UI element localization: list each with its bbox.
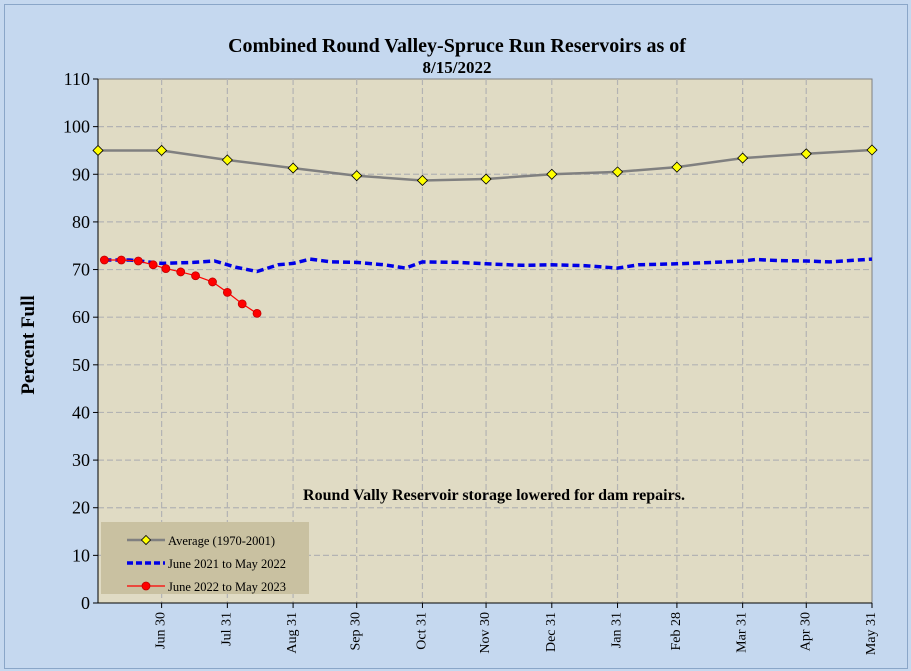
x-tick-label: Aug 31 bbox=[285, 612, 300, 654]
x-tick-label: Feb 28 bbox=[669, 612, 684, 651]
data-point-marker bbox=[161, 264, 171, 273]
chart-frame: Combined Round Valley-Spruce Run Reservo… bbox=[4, 4, 908, 669]
legend-entry-1: Average (1970-2001) bbox=[127, 534, 275, 548]
x-tick-label: Jun 30 bbox=[154, 612, 169, 649]
x-tick-label: Oct 31 bbox=[414, 612, 429, 650]
legend-box bbox=[101, 522, 309, 594]
series-1 bbox=[92, 144, 878, 187]
x-tick-label: May 31 bbox=[864, 612, 879, 655]
grid bbox=[98, 79, 872, 603]
y-tick-label: 20 bbox=[72, 498, 90, 518]
y-axis-label: Percent Full bbox=[18, 295, 39, 394]
series-3 bbox=[99, 255, 262, 318]
y-tick-label: 80 bbox=[72, 212, 90, 232]
y-tick-label: 100 bbox=[63, 117, 90, 137]
data-point-marker bbox=[351, 170, 363, 182]
legend-label: June 2021 to May 2022 bbox=[168, 557, 286, 571]
chart-title: Combined Round Valley-Spruce Run Reservo… bbox=[228, 35, 686, 57]
data-point-marker bbox=[92, 144, 104, 157]
legend-label: Average (1970-2001) bbox=[168, 534, 275, 548]
data-point-marker bbox=[416, 174, 429, 187]
data-point-marker bbox=[237, 299, 247, 309]
data-point-marker bbox=[116, 255, 126, 265]
chart-subtitle: 8/15/2022 bbox=[423, 58, 492, 77]
series-group bbox=[92, 144, 878, 318]
y-tick-label: 40 bbox=[72, 402, 90, 422]
data-point-marker bbox=[737, 152, 749, 164]
y-tick-label: 50 bbox=[72, 355, 90, 375]
y-tick-label: 30 bbox=[72, 450, 90, 470]
data-point-marker bbox=[611, 166, 624, 178]
data-point-marker bbox=[800, 148, 812, 160]
data-point-marker bbox=[546, 168, 558, 180]
data-point-marker bbox=[866, 144, 878, 156]
legend-marker bbox=[140, 534, 152, 546]
legend-entry-3: June 2022 to May 2023 bbox=[127, 580, 286, 594]
annotation-text: Round Vally Reservoir storage lowered fo… bbox=[303, 487, 685, 504]
data-point-marker bbox=[287, 162, 299, 174]
legend-marker bbox=[141, 581, 151, 591]
line-chart: Combined Round Valley-Spruce Run Reservo… bbox=[18, 35, 879, 655]
y-tick-label: 110 bbox=[64, 69, 90, 89]
data-point-marker bbox=[191, 271, 200, 281]
y-tick-label: 0 bbox=[81, 593, 90, 613]
data-point-marker bbox=[222, 288, 232, 297]
data-point-marker bbox=[671, 161, 683, 173]
data-point-marker bbox=[133, 256, 143, 266]
y-tick-label: 70 bbox=[72, 260, 90, 280]
y-tick-label: 90 bbox=[72, 164, 90, 184]
data-point-marker bbox=[480, 173, 492, 185]
x-tick-label: Sep 30 bbox=[349, 612, 364, 651]
data-point-marker bbox=[148, 260, 158, 270]
data-point-marker bbox=[99, 255, 109, 265]
data-point-marker bbox=[208, 277, 217, 287]
y-tick-label: 60 bbox=[72, 307, 90, 327]
x-tick-label: Mar 31 bbox=[735, 612, 750, 653]
axes: 0 10 20 30 40 50 60 70 80 90 100 110 Jun 30 Jul 31 Aug… bbox=[63, 69, 879, 655]
data-point-marker bbox=[252, 308, 262, 318]
data-point-marker bbox=[221, 154, 233, 166]
legend-entry-2: June 2021 to May 2022 bbox=[127, 557, 286, 571]
legend-label: June 2022 to May 2023 bbox=[168, 580, 286, 594]
x-tick-label: Nov 30 bbox=[478, 612, 493, 654]
x-tick-label: Jan 31 bbox=[610, 612, 625, 648]
legend: Average (1970-2001) June 2021 to May 2022… bbox=[101, 522, 309, 594]
data-point-marker bbox=[176, 267, 186, 277]
data-point-marker bbox=[156, 144, 168, 157]
x-tick-label: Apr 30 bbox=[798, 612, 813, 651]
x-tick-label: Jul 31 bbox=[219, 612, 234, 646]
y-tick-label: 10 bbox=[72, 545, 90, 565]
x-tick-label: Dec 31 bbox=[544, 612, 559, 652]
